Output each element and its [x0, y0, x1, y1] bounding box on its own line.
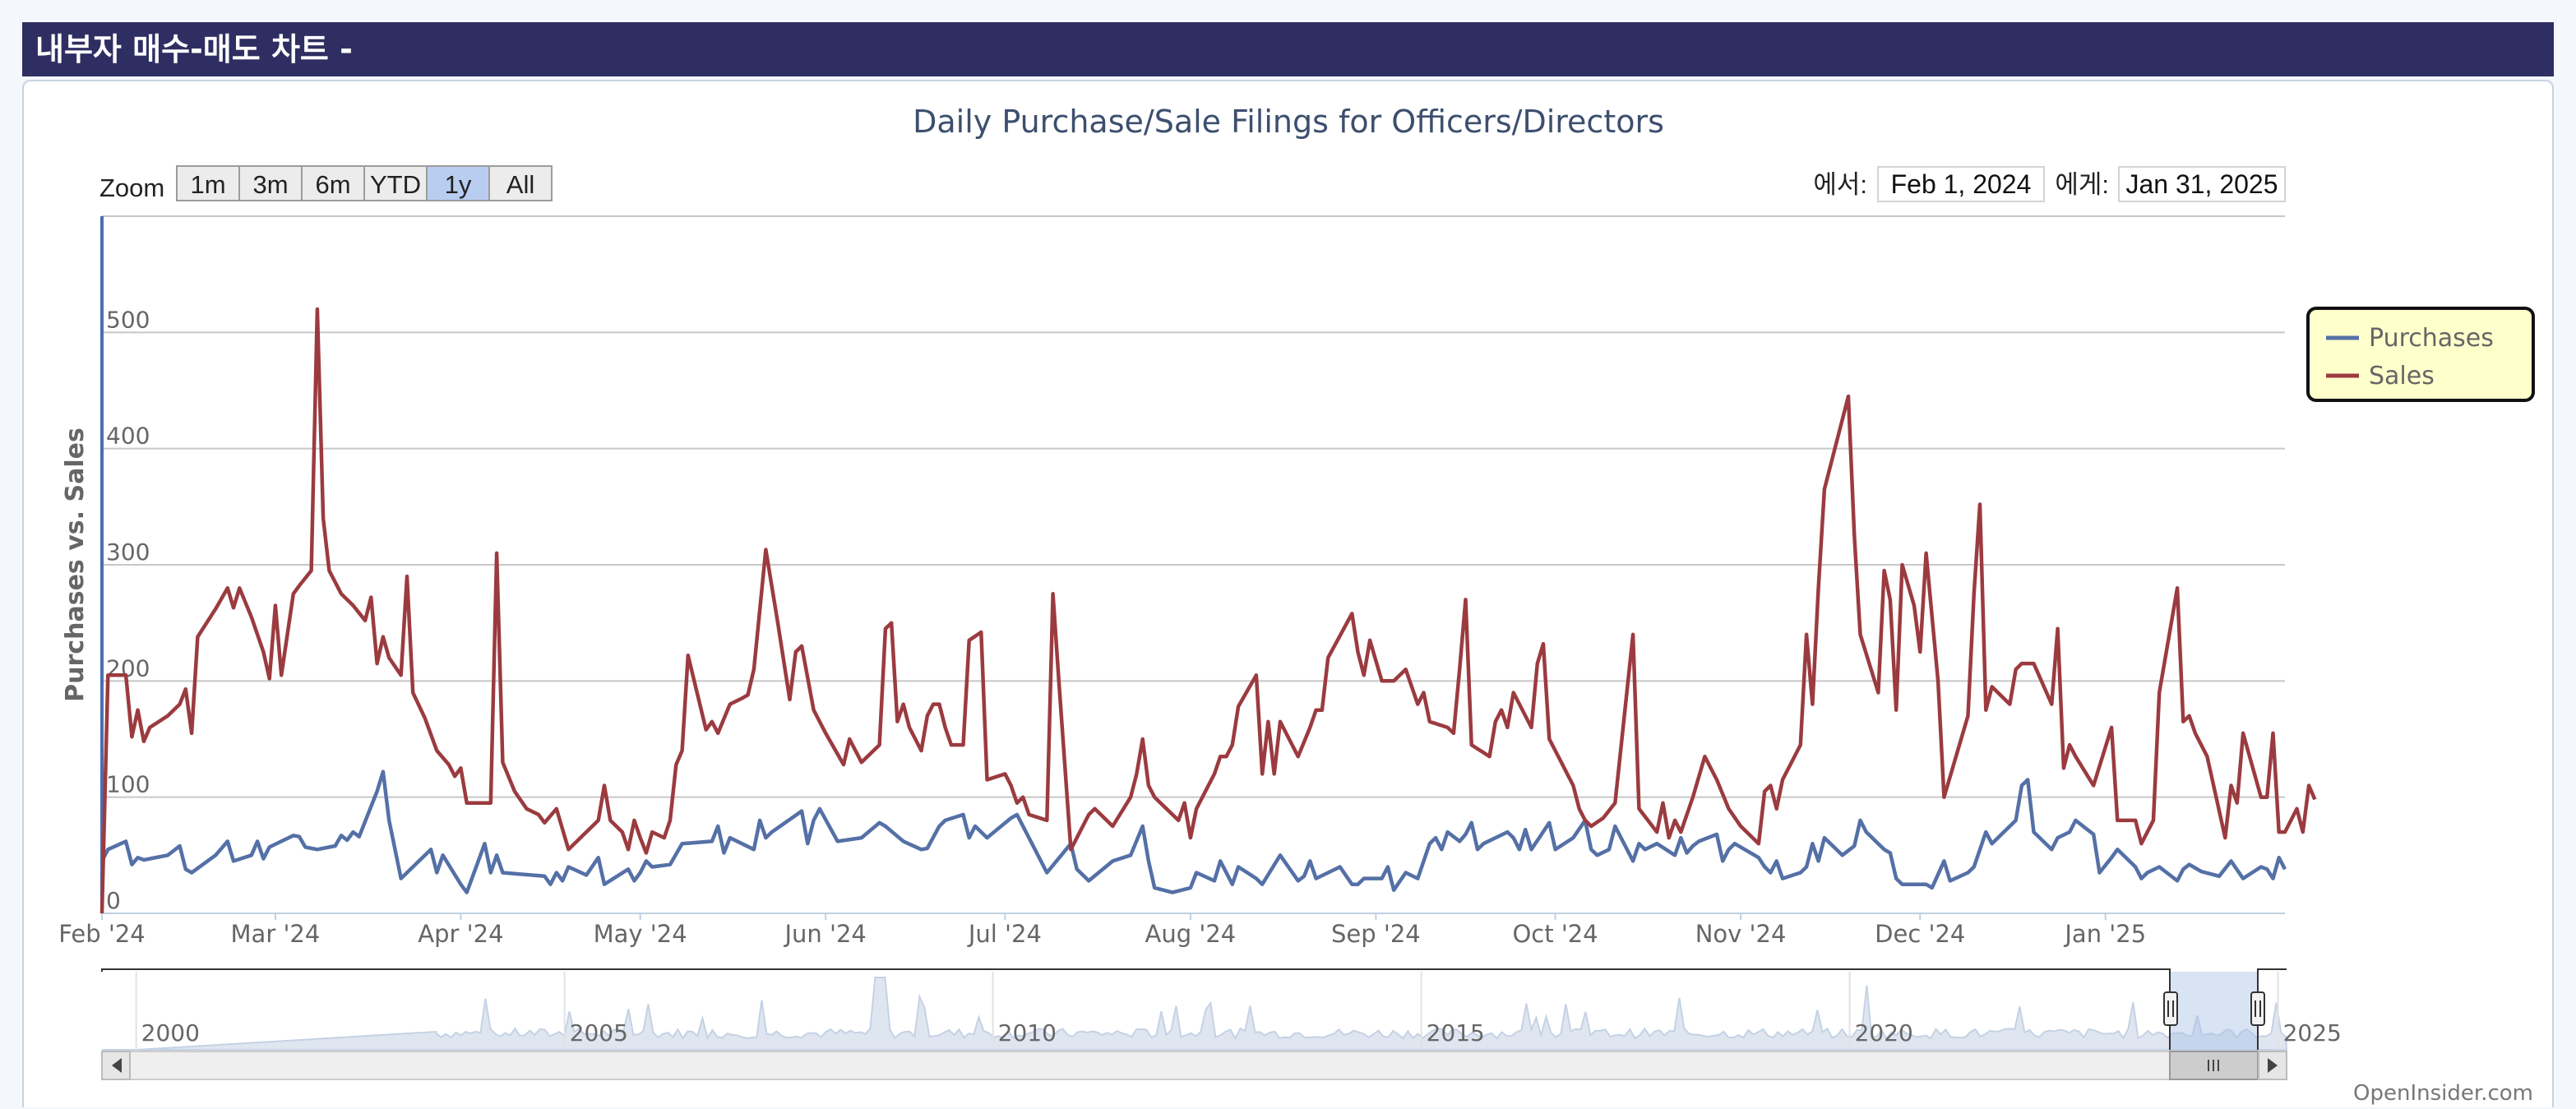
series-line-sales[interactable] — [99, 307, 2317, 914]
from-date-value: Feb 1, 2024 — [1891, 169, 2032, 199]
grid-lines — [102, 215, 2285, 798]
zoom-label: Zoom — [99, 173, 164, 202]
y-tick-label: 100 — [106, 771, 150, 798]
navigator-series — [102, 977, 2288, 1051]
legend-item-purchases[interactable]: Purchases — [2326, 324, 2494, 353]
legend-box — [2306, 307, 2535, 402]
zoom-button-label: 6m — [315, 170, 350, 199]
chart-panel: Daily Purchase/Sale Filings for Officers… — [22, 80, 2554, 1107]
zoom-button-label: 1m — [190, 170, 225, 199]
navigator-year-label: 2010 — [998, 1019, 1057, 1047]
x-tick-label: Jun '24 — [783, 920, 866, 948]
to-date-input[interactable] — [2118, 166, 2286, 202]
x-tick-label: Dec '24 — [1875, 920, 1965, 948]
x-tick-labels: Feb '24 Mar '24 Apr '24 May '24 Jun '24 Jul '… — [58, 913, 2146, 948]
x-tick-label: Apr '24 — [418, 920, 503, 948]
y-tick-label: 400 — [106, 423, 150, 450]
zoom-button-1y[interactable] — [426, 165, 490, 201]
from-label: 에서: — [1813, 170, 1867, 199]
scrollbar-track[interactable] — [101, 1051, 2287, 1080]
arrow-left-icon — [112, 1058, 122, 1073]
zoom-button-3m[interactable] — [238, 165, 303, 201]
x-tick-label: Jan '25 — [2063, 920, 2146, 948]
x-tick-label: Sep '24 — [1331, 920, 1421, 948]
legend-label-sales: Sales — [2369, 362, 2435, 390]
chart-title: Daily Purchase/Sale Filings for Officers… — [913, 104, 1664, 140]
chart-svg: Daily Purchase/Sale Filings for Officers… — [58, 104, 2535, 1106]
drag-handle-icon[interactable] — [2250, 991, 2265, 1026]
zoom-button-label: YTD — [370, 170, 421, 199]
legend-label-purchases: Purchases — [2369, 324, 2494, 353]
navigator-handle-right[interactable] — [2250, 991, 2265, 1026]
navigator-year-labels: 2000 2005 2010 2015 2020 2025 — [135, 972, 2342, 1050]
zoom-button-label: All — [506, 170, 534, 199]
x-tick-label: Aug '24 — [1145, 920, 1237, 948]
navigator-year-label: 2015 — [1427, 1019, 1485, 1047]
navigator[interactable]: 2000 2005 2010 2015 2020 2025 — [101, 968, 2342, 1051]
x-tick-label: Jul '24 — [967, 920, 1042, 948]
y-axis-title: Purchases vs. Sales — [61, 427, 90, 702]
navigator-year-label: 2025 — [2283, 1019, 2342, 1047]
navigator-year-label: 2005 — [570, 1019, 628, 1047]
zoom-button-label: 1y — [445, 170, 472, 199]
y-tick-label: 500 — [106, 306, 150, 333]
y-tick-label: 200 — [106, 654, 150, 682]
scrollbar-thumb[interactable] — [2169, 1051, 2259, 1080]
x-tick-label: Oct '24 — [1512, 920, 1598, 948]
scrollbar[interactable] — [101, 1051, 2287, 1080]
y-tick-label: 0 — [106, 887, 121, 914]
zoom-button-all[interactable] — [488, 165, 553, 201]
from-date-input[interactable] — [1877, 166, 2045, 202]
drag-handle-icon[interactable] — [2163, 991, 2178, 1026]
zoom-button-label: 3m — [252, 170, 288, 199]
page-header: 내부자 매수-매도 차트 - — [22, 22, 2554, 76]
series-lines[interactable] — [99, 307, 2317, 914]
navigator-year-label: 2000 — [141, 1019, 200, 1047]
x-tick-label: Feb '24 — [58, 920, 145, 948]
legend-item-sales[interactable]: Sales — [2326, 362, 2435, 390]
x-tick-label: May '24 — [594, 920, 687, 948]
x-tick-label: Nov '24 — [1695, 920, 1787, 948]
navigator-selected-window[interactable] — [2170, 972, 2258, 1050]
x-tick-label: Mar '24 — [231, 920, 321, 948]
zoom-button-6m[interactable] — [301, 165, 365, 201]
navigator-year-label: 2020 — [1855, 1019, 1913, 1047]
navigator-handle-left[interactable] — [2163, 991, 2178, 1026]
y-tick-labels: 0 100 200 300 400 500 — [106, 306, 150, 914]
series-line-purchases[interactable] — [100, 769, 2287, 894]
scroll-left-button[interactable] — [101, 1051, 131, 1080]
to-date-value: Jan 31, 2025 — [2125, 169, 2278, 199]
zoom-button-group: 1m 3m 6m YTD 1y All — [176, 165, 553, 201]
arrow-right-icon — [2268, 1058, 2278, 1073]
watermark-text: OpenInsider.com — [2353, 1081, 2533, 1106]
to-label: 에게: — [2055, 170, 2109, 199]
legend: Purchases Sales — [2306, 307, 2535, 402]
zoom-button-1m[interactable] — [176, 165, 240, 201]
y-tick-label: 300 — [106, 538, 150, 566]
